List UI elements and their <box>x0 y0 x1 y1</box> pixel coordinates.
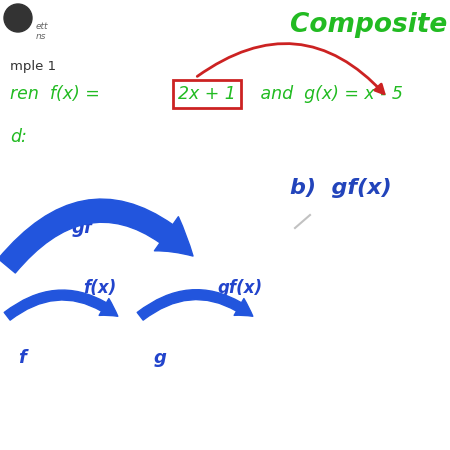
Text: d:: d: <box>10 128 27 146</box>
Text: b)  gf(x): b) gf(x) <box>290 178 392 198</box>
Text: g: g <box>153 349 166 367</box>
Text: gf(x): gf(x) <box>217 279 262 297</box>
Text: ren  f(x) =: ren f(x) = <box>10 85 100 103</box>
Text: f: f <box>18 349 26 367</box>
Circle shape <box>4 4 32 32</box>
Text: and  g(x) = x - 5: and g(x) = x - 5 <box>255 85 403 103</box>
Text: ns: ns <box>36 32 46 41</box>
Text: 2x + 1: 2x + 1 <box>178 85 236 103</box>
FancyArrowPatch shape <box>0 199 193 273</box>
Text: ett: ett <box>36 22 49 31</box>
Text: Composite Functions: Composite Functions <box>290 12 450 38</box>
Text: gf: gf <box>72 219 92 237</box>
FancyArrowPatch shape <box>137 290 253 320</box>
Text: mple 1: mple 1 <box>10 60 56 73</box>
Text: f(x): f(x) <box>83 279 117 297</box>
FancyArrowPatch shape <box>4 290 118 320</box>
